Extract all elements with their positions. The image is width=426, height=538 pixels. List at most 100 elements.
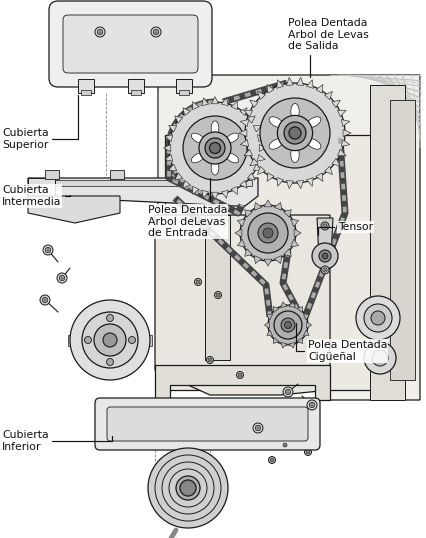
Circle shape [43,245,53,255]
Circle shape [248,213,288,253]
Circle shape [285,322,291,329]
Polygon shape [155,365,330,400]
Polygon shape [267,84,274,93]
Circle shape [59,275,65,281]
Circle shape [82,312,138,368]
Circle shape [323,224,327,228]
Polygon shape [289,342,296,348]
Circle shape [176,476,200,500]
Circle shape [236,372,244,379]
Bar [179,90,189,95]
Polygon shape [239,130,247,137]
Polygon shape [183,108,190,116]
Text: Cubierta
Superior: Cubierta Superior [2,95,78,150]
Circle shape [321,222,329,230]
Circle shape [283,443,287,447]
Polygon shape [244,110,253,117]
Circle shape [372,350,388,366]
Polygon shape [183,180,190,188]
Polygon shape [68,335,152,346]
Circle shape [364,342,396,374]
Polygon shape [274,256,282,264]
Ellipse shape [226,153,239,163]
Circle shape [106,315,113,322]
Polygon shape [250,100,258,108]
Polygon shape [165,154,173,161]
Text: Polea Dentada
Arbol deLevas
de Entrada: Polea Dentada Arbol deLevas de Entrada [148,178,227,238]
Polygon shape [245,249,253,257]
Circle shape [216,293,220,297]
Polygon shape [240,108,247,116]
Polygon shape [267,173,274,181]
Circle shape [260,98,330,168]
Circle shape [205,138,225,158]
Circle shape [196,280,200,284]
Polygon shape [277,80,283,88]
Polygon shape [307,322,311,328]
Circle shape [151,27,161,37]
Circle shape [40,295,50,305]
Circle shape [240,205,296,261]
Circle shape [103,333,117,347]
Polygon shape [248,116,255,123]
Ellipse shape [211,161,219,175]
Circle shape [42,298,48,303]
Polygon shape [202,98,209,105]
Polygon shape [332,100,340,108]
Circle shape [285,390,291,395]
Circle shape [323,268,327,272]
Polygon shape [291,219,299,227]
Polygon shape [273,337,279,343]
Polygon shape [297,337,303,343]
Circle shape [306,450,310,454]
Polygon shape [253,126,262,132]
Circle shape [274,311,302,339]
Ellipse shape [211,121,219,136]
Polygon shape [237,239,245,247]
Ellipse shape [269,117,283,128]
Polygon shape [205,215,230,360]
Circle shape [258,223,278,243]
Circle shape [268,457,276,464]
Polygon shape [257,135,265,141]
Polygon shape [164,145,171,152]
Polygon shape [169,126,177,132]
Polygon shape [222,98,228,105]
Polygon shape [281,302,287,308]
Circle shape [94,324,126,356]
Bar [131,90,141,95]
Circle shape [307,400,317,410]
Circle shape [356,296,400,340]
Circle shape [253,423,263,433]
Polygon shape [240,119,249,126]
Circle shape [199,132,231,164]
Ellipse shape [291,103,299,119]
Polygon shape [264,200,272,207]
Polygon shape [237,219,245,227]
Polygon shape [264,259,272,266]
Circle shape [289,127,301,139]
Polygon shape [281,342,287,348]
Polygon shape [258,166,265,175]
Circle shape [245,83,345,183]
Polygon shape [253,164,262,171]
Bar [78,79,94,93]
Circle shape [277,115,313,151]
Circle shape [153,29,159,35]
Text: Cubierta
Inferior: Cubierta Inferior [2,430,112,451]
Ellipse shape [191,153,204,163]
Polygon shape [341,139,350,146]
Circle shape [281,318,295,332]
Circle shape [263,228,273,238]
Circle shape [70,300,150,380]
Circle shape [322,253,328,259]
Polygon shape [267,330,273,336]
Polygon shape [158,75,420,400]
Polygon shape [306,80,313,88]
Ellipse shape [269,138,283,149]
Bar [81,90,91,95]
Ellipse shape [191,133,204,143]
Polygon shape [284,249,291,257]
Polygon shape [28,196,120,223]
Polygon shape [341,119,350,126]
